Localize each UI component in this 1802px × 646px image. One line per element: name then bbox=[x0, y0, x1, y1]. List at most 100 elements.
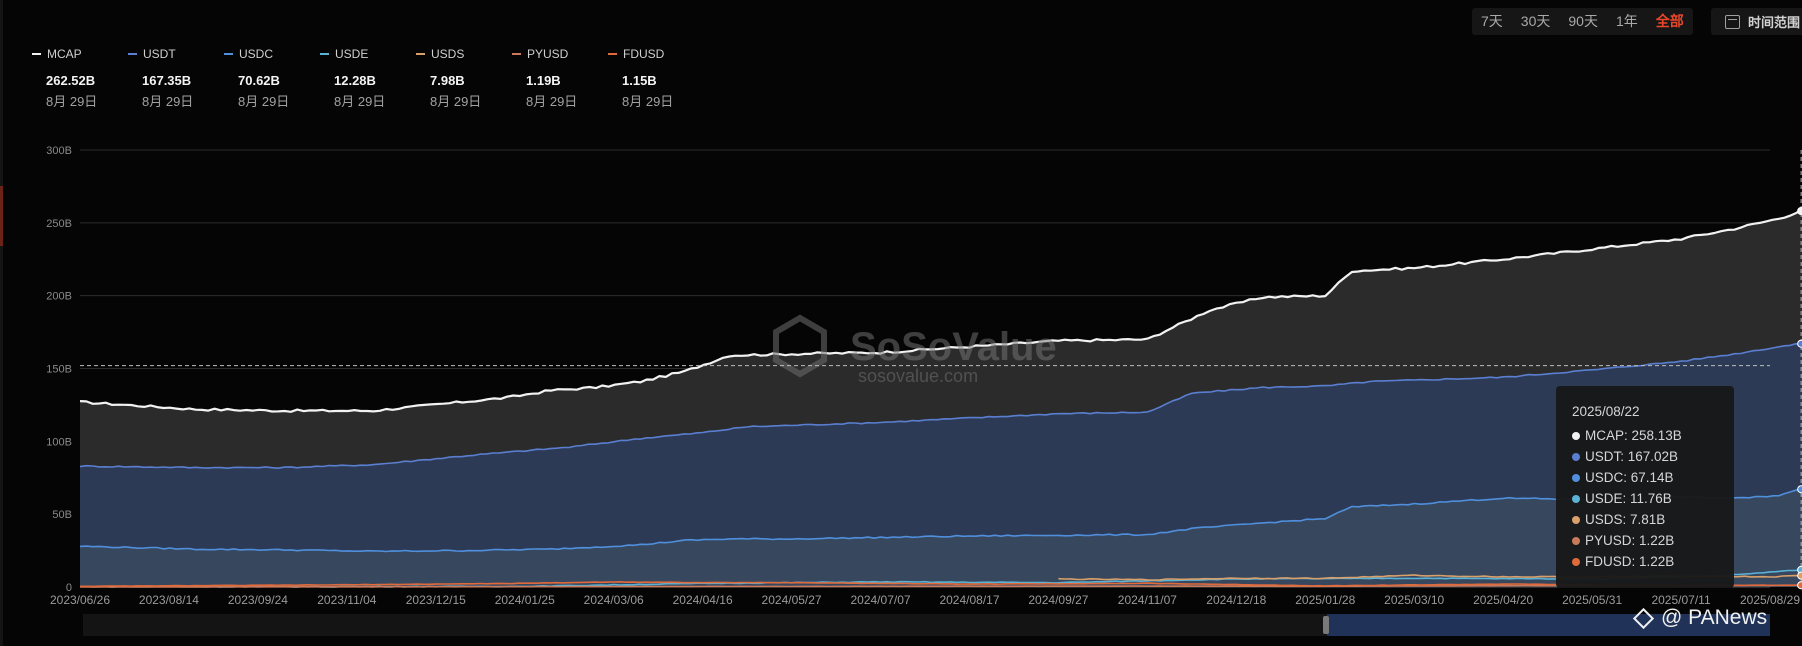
tooltip-text: MCAP: 258.13B bbox=[1585, 428, 1682, 443]
legend-item-fdusd[interactable]: FDUSD 1.15B 8月 29日 bbox=[608, 44, 704, 110]
x-tick-label: 2024/01/25 bbox=[495, 593, 555, 607]
y-axis: 0 50B 100B 150B 200B 250B 300B bbox=[46, 145, 72, 594]
x-axis: 2023/06/26 2023/08/14 2023/09/24 2023/11/04… bbox=[50, 593, 1800, 607]
legend-date: 8月 29日 bbox=[622, 94, 674, 109]
tooltip-row-fdusd: FDUSD: 1.22B bbox=[1572, 551, 1734, 572]
tooltip-dot bbox=[1572, 473, 1580, 482]
legend-value: 70.62B bbox=[238, 73, 280, 88]
tooltip-text: USDT: 167.02B bbox=[1585, 449, 1679, 464]
chart-legend: MCAP 262.52B 8月 29日 USDT 167.35B 8月 29日 … bbox=[32, 44, 704, 110]
x-tick-label: 2023/06/26 bbox=[50, 593, 110, 607]
range-selector: 7天 30天 90天 1年 全部 bbox=[1472, 8, 1693, 35]
legend-name: USDS bbox=[431, 47, 465, 61]
zoom-selection bbox=[1327, 614, 1770, 636]
x-tick-label: 2023/12/15 bbox=[406, 593, 466, 607]
x-tick-label: 2024/11/07 bbox=[1118, 593, 1177, 607]
chart-areas bbox=[80, 209, 1802, 587]
range-7d-button[interactable]: 7天 bbox=[1481, 13, 1503, 29]
x-tick-label: 2024/05/27 bbox=[762, 593, 822, 607]
y-tick-label: 0 bbox=[66, 582, 72, 594]
legend-value: 1.15B bbox=[622, 73, 657, 88]
area-usdc bbox=[80, 489, 1802, 587]
x-tick-label: 2025/08/29 bbox=[1740, 593, 1800, 607]
panews-watermark: @ PANews bbox=[1632, 606, 1768, 630]
hover-point bbox=[1797, 571, 1802, 580]
legend-swatch bbox=[416, 53, 425, 55]
hover-point bbox=[1797, 581, 1802, 590]
crosshair bbox=[80, 150, 1802, 590]
legend-swatch bbox=[32, 53, 41, 55]
tooltip-row-usdc: USDC: 67.14B bbox=[1572, 467, 1734, 488]
legend-name: USDE bbox=[335, 47, 369, 61]
legend-date: 8月 29日 bbox=[334, 94, 386, 109]
legend-item-usds[interactable]: USDS 7.98B 8月 29日 bbox=[416, 44, 512, 110]
x-tick-label: 2025/01/28 bbox=[1295, 593, 1355, 607]
tooltip-dot bbox=[1572, 515, 1580, 524]
tooltip-text: USDE: 11.76B bbox=[1585, 491, 1672, 506]
x-tick-label: 2025/07/11 bbox=[1651, 593, 1710, 607]
legend-item-usde[interactable]: USDE 12.28B 8月 29日 bbox=[320, 44, 416, 110]
legend-date: 8月 29日 bbox=[46, 94, 98, 109]
y-tick-label: 200B bbox=[46, 291, 72, 303]
left-edge-marker bbox=[0, 186, 3, 246]
hover-point bbox=[1797, 485, 1802, 494]
watermark-url: sosovalue.com bbox=[858, 366, 978, 386]
legend-name: MCAP bbox=[47, 47, 82, 61]
x-tick-label: 2024/12/18 bbox=[1206, 593, 1266, 607]
tooltip-row-usds: USDS: 7.81B bbox=[1572, 509, 1734, 530]
hover-point bbox=[1797, 339, 1802, 348]
panews-watermark-text: @ PANews bbox=[1661, 606, 1768, 629]
x-tick-label: 2023/09/24 bbox=[228, 593, 288, 607]
legend-name: PYUSD bbox=[527, 47, 569, 61]
left-edge-bar bbox=[0, 0, 3, 646]
legend-item-usdt[interactable]: USDT 167.35B 8月 29日 bbox=[128, 44, 224, 110]
x-tick-label: 2025/03/10 bbox=[1384, 593, 1444, 607]
tooltip-date: 2025/08/22 bbox=[1572, 404, 1640, 419]
legend-swatch bbox=[512, 53, 521, 55]
y-tick-label: 300B bbox=[46, 145, 72, 157]
line-fdusd bbox=[79, 581, 1802, 588]
y-tick-label: 100B bbox=[46, 436, 72, 448]
x-tick-label: 2024/03/06 bbox=[584, 593, 644, 607]
line-pyusd bbox=[79, 584, 1802, 588]
legend-item-usdc[interactable]: USDC 70.62B 8月 29日 bbox=[224, 44, 320, 110]
tooltip-text: USDC: 67.14B bbox=[1585, 470, 1674, 485]
legend-swatch bbox=[320, 53, 329, 55]
tooltip-text: PYUSD: 1.22B bbox=[1585, 533, 1675, 548]
x-tick-label: 2023/11/04 bbox=[317, 593, 376, 607]
chart-tooltip: 2025/08/22 MCAP: 258.13B USDT: 167.02B U… bbox=[1556, 386, 1734, 588]
hover-point bbox=[1797, 206, 1802, 215]
x-tick-label: 2024/09/27 bbox=[1028, 593, 1088, 607]
legend-name: USDT bbox=[143, 47, 176, 61]
y-tick-label: 150B bbox=[46, 364, 72, 376]
x-tick-label: 2024/08/17 bbox=[939, 593, 999, 607]
x-tick-label: 2023/08/14 bbox=[139, 593, 199, 607]
tooltip-dot bbox=[1572, 494, 1580, 503]
legend-name: USDC bbox=[239, 47, 274, 61]
x-tick-label: 2024/07/07 bbox=[850, 593, 910, 607]
x-tick-label: 2025/04/20 bbox=[1473, 593, 1533, 607]
range-90d-button[interactable]: 90天 bbox=[1568, 13, 1598, 29]
time-range-button[interactable]: 时间范围 bbox=[1711, 8, 1802, 35]
legend-value: 167.35B bbox=[142, 73, 192, 88]
legend-item-pyusd[interactable]: PYUSD 1.19B 8月 29日 bbox=[512, 44, 608, 110]
legend-value: 262.52B bbox=[46, 73, 96, 88]
legend-name: FDUSD bbox=[623, 47, 665, 61]
legend-item-mcap[interactable]: MCAP 262.52B 8月 29日 bbox=[32, 44, 128, 110]
line-usdt bbox=[79, 343, 1802, 469]
legend-date: 8月 29日 bbox=[430, 94, 482, 109]
panews-logo-icon bbox=[1632, 607, 1655, 629]
y-tick-label: 50B bbox=[52, 509, 72, 521]
legend-value: 1.19B bbox=[526, 73, 561, 88]
range-all-button[interactable]: 全部 bbox=[1655, 13, 1684, 29]
range-1y-button[interactable]: 1年 bbox=[1615, 13, 1638, 29]
time-range-label: 时间范围 bbox=[1748, 15, 1801, 30]
tooltip-row-usde: USDE: 11.76B bbox=[1572, 488, 1734, 509]
zoom-slider[interactable] bbox=[83, 614, 1770, 636]
legend-date: 8月 29日 bbox=[142, 94, 194, 109]
sosovalue-logo-icon bbox=[773, 314, 827, 378]
tooltip-dot bbox=[1572, 431, 1580, 440]
range-30d-button[interactable]: 30天 bbox=[1520, 13, 1551, 29]
